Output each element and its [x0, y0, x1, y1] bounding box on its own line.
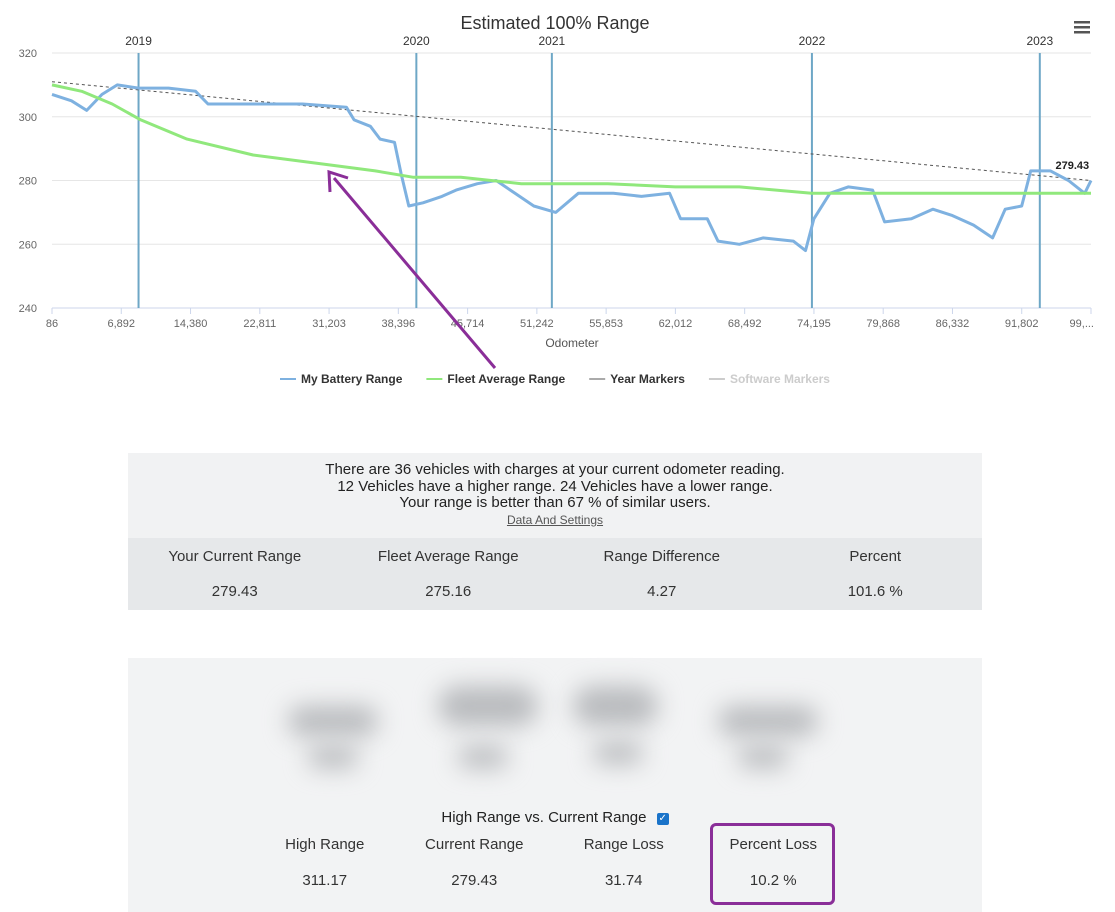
- column-header: Current Range: [425, 836, 524, 853]
- checkbox[interactable]: ✓: [656, 813, 669, 825]
- cell-value: 279.43: [451, 872, 498, 889]
- legend-label: Software Markers: [730, 372, 830, 386]
- settings-link[interactable]: Data And Settings: [506, 512, 604, 527]
- cell-value: 101.6 %: [847, 583, 903, 600]
- chart: Estimated 100% Range Odometer 240 260 280 3…: [19, 13, 1094, 386]
- x-tick-label: 86: [46, 318, 58, 330]
- summary-line: There are 36 vehicles with charges at yo…: [325, 461, 785, 478]
- cell-value: 279.43: [211, 583, 258, 600]
- year-label: 2023: [1026, 34, 1053, 48]
- year-label: 2020: [403, 34, 430, 48]
- year-label: 2021: [539, 34, 566, 48]
- column-header: Percent: [849, 548, 902, 565]
- year-label: 2022: [799, 34, 826, 48]
- y-tick-label: 260: [19, 239, 37, 251]
- x-tick-label: 91,802: [1005, 318, 1039, 330]
- y-tick-label: 280: [19, 176, 37, 188]
- x-axis-title: Odometer: [545, 336, 598, 350]
- x-tick-label: 68,492: [728, 318, 762, 330]
- data-label: 279.43: [1056, 160, 1090, 172]
- chart-title: Estimated 100% Range: [460, 13, 649, 33]
- column-header: Range Loss: [583, 836, 664, 853]
- x-tick-label: 74,195: [797, 318, 831, 330]
- summary-line: 12 Vehicles have a higher range. 24 Vehi…: [337, 477, 773, 495]
- x-tick-label: 31,203: [312, 318, 346, 330]
- x-tick-label: 79,868: [866, 318, 900, 330]
- cell-value: 311.17: [302, 872, 348, 889]
- legend-item[interactable]: My Battery Range: [280, 372, 403, 386]
- column-header: Fleet Average Range: [377, 548, 519, 565]
- column-header: Range Difference: [603, 548, 720, 565]
- x-tick-label: 86,332: [936, 318, 970, 330]
- series-line: [51, 83, 1091, 195]
- x-tick-label: 55,853: [589, 318, 623, 330]
- legend-item[interactable]: Software Markers: [708, 372, 830, 386]
- legend-label: My Battery Range: [301, 372, 403, 386]
- legend-item[interactable]: Fleet Average Range: [426, 372, 566, 386]
- legend-label: Fleet Average Range: [447, 372, 565, 386]
- menu-icon[interactable]: [1074, 21, 1090, 34]
- x-tick-label: 6,892: [108, 318, 136, 330]
- cell-value: 31.74: [604, 872, 643, 889]
- highlight-box: [710, 823, 835, 905]
- legend-label: Year Markers: [610, 372, 685, 386]
- x-tick-label: 99,...: [1070, 318, 1094, 330]
- y-tick-label: 300: [19, 112, 37, 124]
- x-tick-label: 51,242: [520, 318, 554, 330]
- annotation-arrow: [327, 169, 497, 369]
- x-tick-label: 14,380: [174, 318, 208, 330]
- summary-line: Your range is better than 67 % of simila…: [399, 494, 711, 511]
- y-tick-label: 320: [19, 48, 37, 60]
- checkbox-label: High Range vs. Current Range: [441, 809, 647, 826]
- summary-panel: There are 36 vehicles with charges at yo…: [128, 453, 982, 610]
- trend-line: [51, 81, 1092, 181]
- loss-panel: High Range vs. Current Range ✓ High Rang…: [128, 658, 982, 912]
- column-header: Your Current Range: [168, 548, 302, 565]
- column-header: High Range: [285, 836, 365, 853]
- cell-value: 4.27: [647, 583, 677, 600]
- series-line: [51, 83, 1093, 253]
- column-header: Percent Loss: [729, 836, 818, 853]
- x-tick-label: 62,012: [659, 318, 693, 330]
- cell-value: 10.2 %: [749, 872, 797, 889]
- legend-item[interactable]: Year Markers: [589, 372, 685, 386]
- x-tick-label: 22,811: [243, 318, 276, 330]
- year-label: 2019: [125, 34, 152, 48]
- x-tick-label: 38,396: [382, 318, 416, 330]
- cell-value: 275.16: [425, 583, 472, 600]
- y-tick-label: 240: [19, 303, 37, 315]
